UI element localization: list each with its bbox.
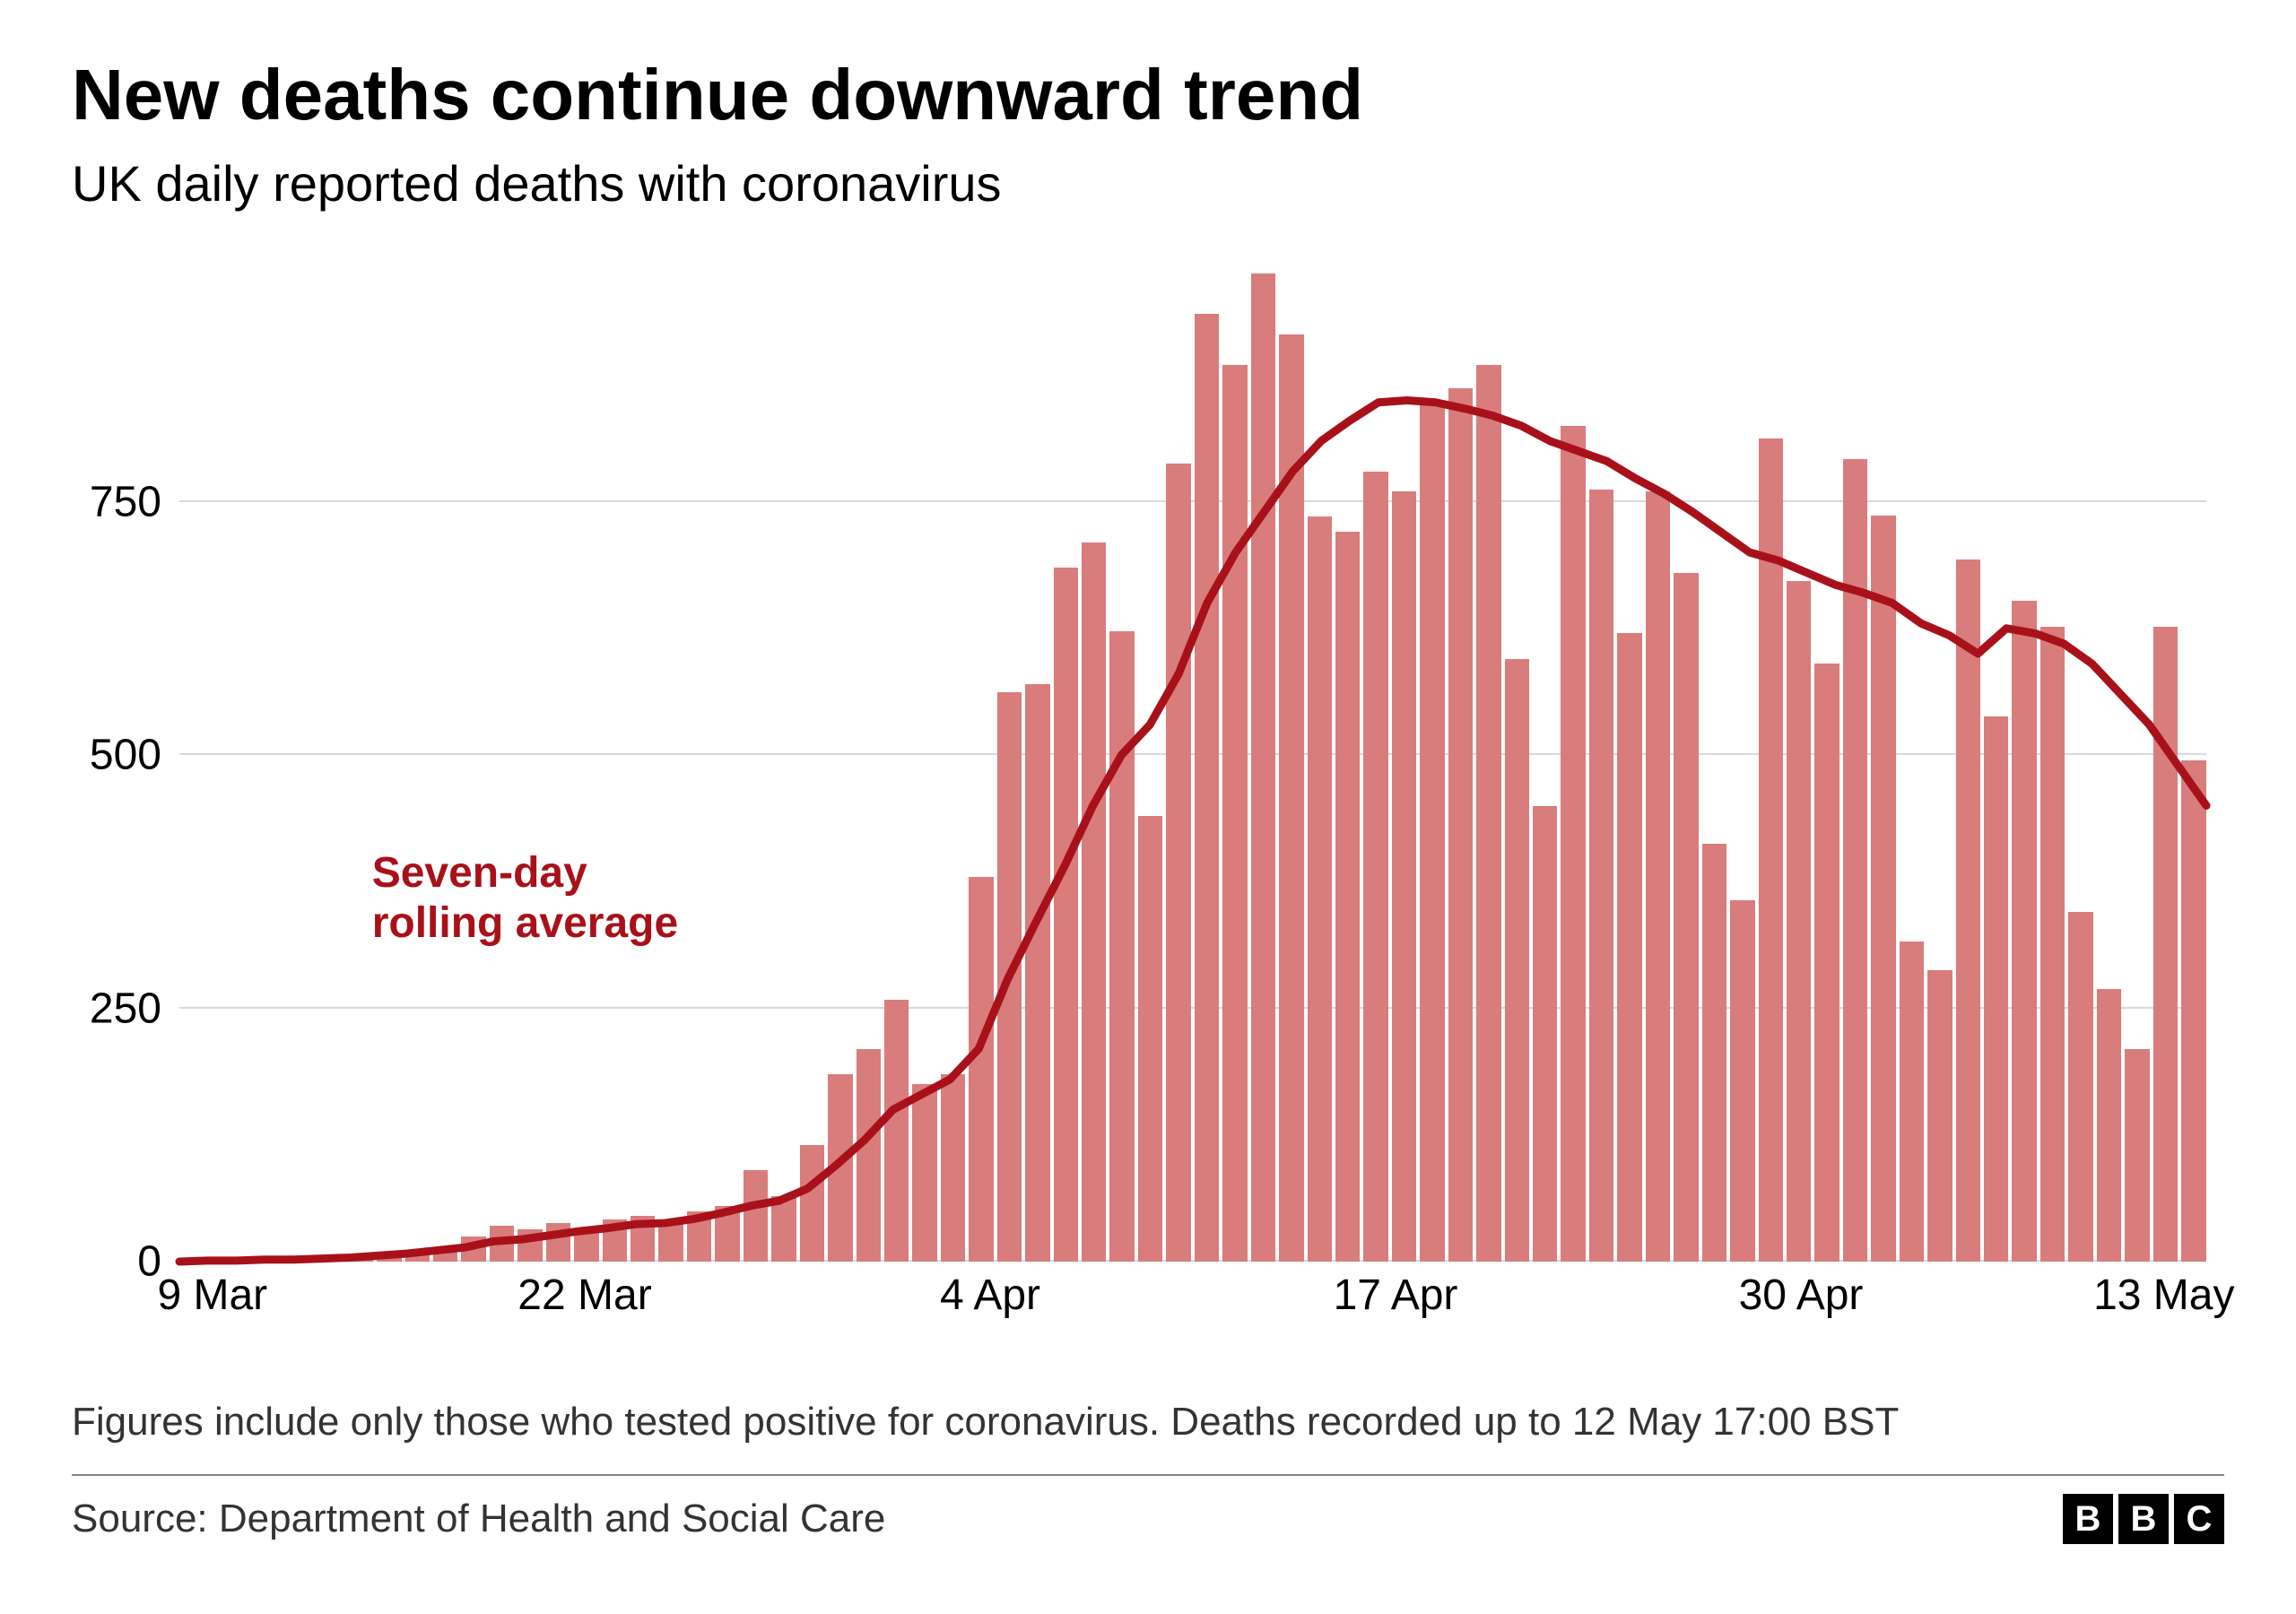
ytick-label: 250	[90, 984, 179, 1033]
ytick-label: 500	[90, 731, 179, 780]
bbc-logo-box: B	[2063, 1494, 2113, 1544]
bbc-logo-box: B	[2118, 1494, 2169, 1544]
footer-row: Source: Department of Health and Social …	[72, 1494, 2224, 1544]
xtick-label: 17 Apr	[1334, 1271, 1458, 1320]
xtick-label: 4 Apr	[940, 1271, 1040, 1320]
footnote: Figures include only those who tested po…	[72, 1396, 2224, 1447]
rolling-average-line	[179, 248, 2206, 1262]
footer-divider	[72, 1474, 2224, 1476]
x-axis: 9 Mar22 Mar4 Apr17 Apr30 Apr13 May	[179, 1271, 2206, 1342]
ytick-label: 750	[90, 477, 179, 526]
xtick-label: 13 May	[2093, 1271, 2234, 1320]
xtick-label: 22 Mar	[517, 1271, 651, 1320]
xtick-label: 30 Apr	[1739, 1271, 1864, 1320]
bbc-logo-box: C	[2174, 1494, 2224, 1544]
source-text: Source: Department of Health and Social …	[72, 1497, 885, 1541]
rolling-average-annotation: Seven-dayrolling average	[372, 848, 678, 947]
annotation-line2: rolling average	[372, 899, 678, 947]
chart-title: New deaths continue downward trend	[72, 54, 2224, 136]
chart-subtitle: UK daily reported deaths with coronaviru…	[72, 154, 2224, 213]
xtick-label: 9 Mar	[157, 1271, 267, 1320]
annotation-line1: Seven-day	[372, 849, 587, 897]
plot-area: 0250500750Seven-dayrolling average	[179, 248, 2206, 1262]
chart-container: New deaths continue downward trend UK da…	[0, 0, 2296, 1614]
bbc-logo: BBC	[2063, 1494, 2224, 1544]
